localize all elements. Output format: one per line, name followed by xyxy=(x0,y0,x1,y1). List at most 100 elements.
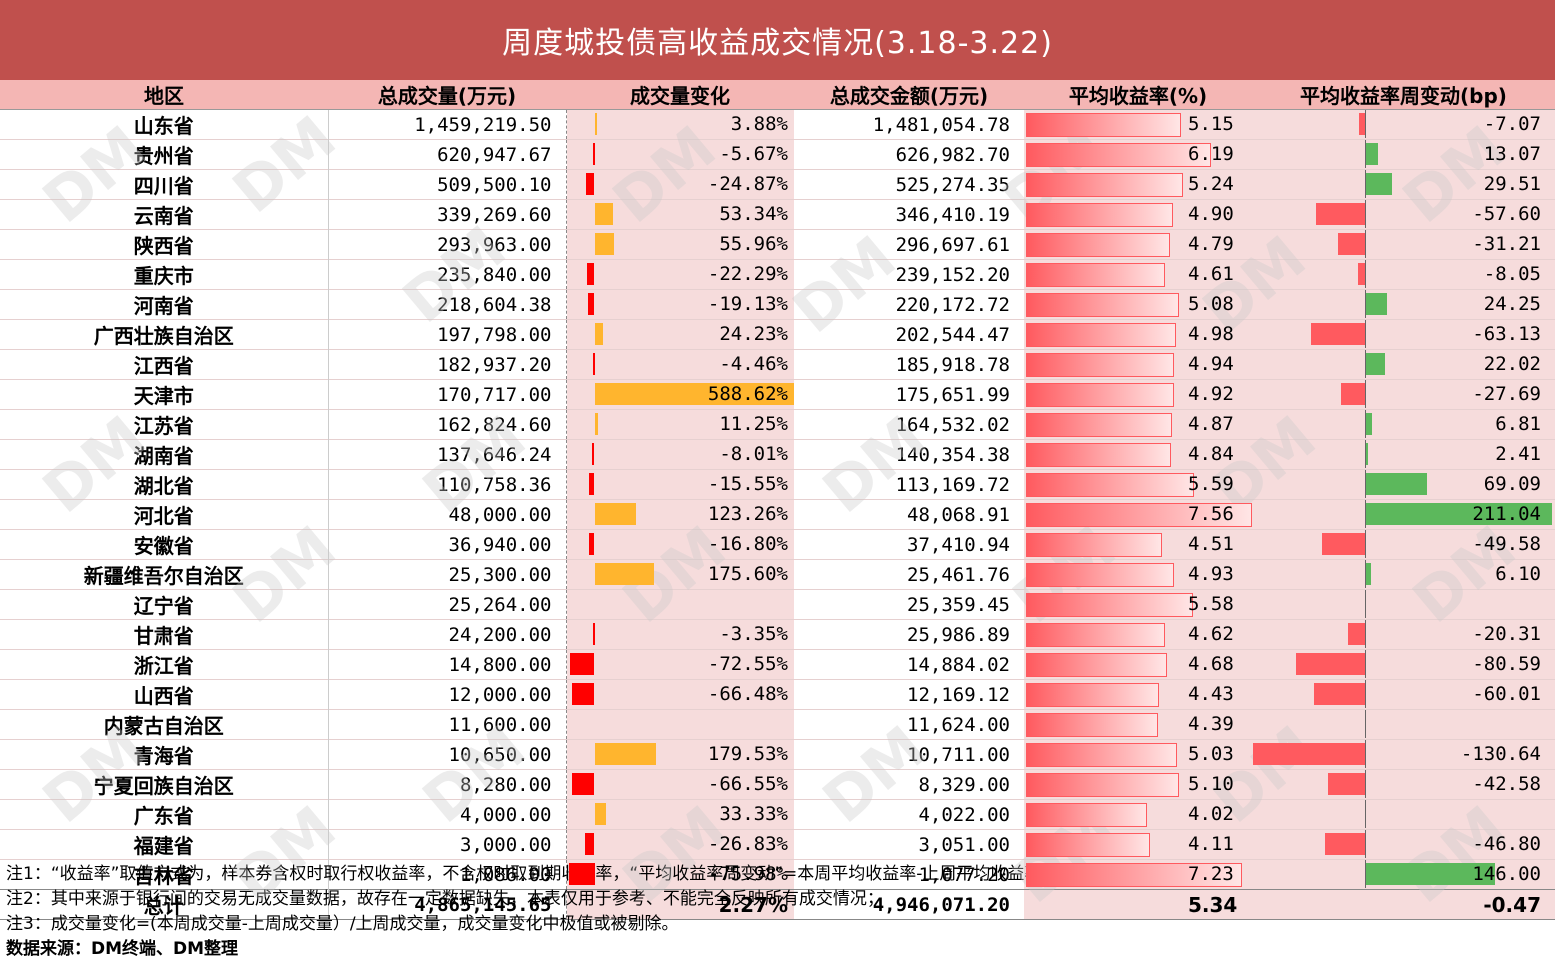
header-bp: 平均收益率周变动(bp) xyxy=(1252,80,1555,110)
change-value: 179.53% xyxy=(707,743,788,765)
table-row: 贵州省 620,947.67 -5.67% 626,982.70 6.19 13.07 xyxy=(0,139,1555,170)
amount-cell: 296,697.61 xyxy=(794,229,1024,260)
change-value: -75.98% xyxy=(707,863,788,885)
change-bar xyxy=(571,773,595,795)
change-bar xyxy=(587,293,595,315)
change-cell: -72.55% xyxy=(565,649,794,680)
bp-value: -80.59 xyxy=(1472,653,1541,675)
table-row: 重庆市 235,840.00 -22.29% 239,152.20 4.61 -8.05 xyxy=(0,259,1555,290)
bp-axis xyxy=(1365,680,1366,708)
volume-cell: 24,200.00 xyxy=(328,619,566,650)
bp-bar xyxy=(1295,653,1365,675)
yield-value: 4.93 xyxy=(1188,563,1234,585)
change-bar xyxy=(592,353,595,375)
table-row: 湖北省 110,758.36 -15.55% 113,169.72 5.59 69.09 xyxy=(0,469,1555,500)
amount-cell: 525,274.35 xyxy=(794,169,1024,200)
yield-bar xyxy=(1026,593,1194,617)
region-cell: 贵州省 xyxy=(0,139,329,170)
bp-bar xyxy=(1366,473,1427,495)
volume-cell: 10,650.00 xyxy=(328,739,566,770)
bp-value: 24.25 xyxy=(1483,293,1541,315)
change-cell: 179.53% xyxy=(565,739,794,770)
change-bar xyxy=(594,413,599,435)
table-row: 浙江省 14,800.00 -72.55% 14,884.02 4.68 -80.59 xyxy=(0,649,1555,680)
yield-cell: 5.58 xyxy=(1024,589,1252,620)
region-cell: 重庆市 xyxy=(0,259,329,290)
yield-value: 5.03 xyxy=(1188,743,1234,765)
change-value: -16.80% xyxy=(707,533,788,555)
volume-cell: 14,800.00 xyxy=(328,649,566,680)
change-value: 11.25% xyxy=(719,413,788,435)
note-3: 注3：成交量变化=(本周成交量-上周成交量）/上周成交量，成交量变化中极值或被剔… xyxy=(6,914,679,934)
change-bar xyxy=(592,623,595,645)
bp-axis xyxy=(1365,260,1366,288)
yield-cell: 4.98 xyxy=(1024,319,1252,350)
yield-bar xyxy=(1026,203,1174,227)
volume-cell: 25,300.00 xyxy=(328,559,566,590)
amount-cell: 25,359.45 xyxy=(794,589,1024,620)
change-value: 55.96% xyxy=(719,233,788,255)
change-cell: 24.23% xyxy=(565,319,794,350)
volume-cell: 197,798.00 xyxy=(328,319,566,350)
region-cell: 湖北省 xyxy=(0,469,329,500)
bp-value: 146.00 xyxy=(1472,863,1541,885)
bp-axis xyxy=(1365,440,1366,468)
table-row: 江苏省 162,824.60 11.25% 164,532.02 4.87 6.81 xyxy=(0,409,1555,440)
yield-bar xyxy=(1026,473,1194,497)
bp-axis xyxy=(1365,860,1366,888)
volume-cell: 25,264.00 xyxy=(328,589,566,620)
note-2: 注2：其中来源于银行间的交易无成交量数据，故存在一定数据缺失，本表仅用于参考、不… xyxy=(6,889,884,909)
change-value: 24.23% xyxy=(719,323,788,345)
region-cell: 陕西省 xyxy=(0,229,329,260)
table-row: 内蒙古自治区 11,600.00 11,624.00 4.39 xyxy=(0,709,1555,740)
yield-cell: 4.90 xyxy=(1024,199,1252,230)
bp-axis xyxy=(1365,500,1366,528)
yield-value: 4.94 xyxy=(1188,353,1234,375)
table-row: 云南省 339,269.60 53.34% 346,410.19 4.90 -57.60 xyxy=(0,199,1555,230)
change-cell: 53.34% xyxy=(565,199,794,230)
region-cell: 河北省 xyxy=(0,499,329,530)
yield-cell: 7.23 xyxy=(1024,859,1252,890)
yield-value: 5.15 xyxy=(1188,113,1234,135)
yield-cell: 5.03 xyxy=(1024,739,1252,770)
bp-value: 69.09 xyxy=(1483,473,1541,495)
bp-value: -27.69 xyxy=(1472,383,1541,405)
amount-cell: 37,410.94 xyxy=(794,529,1024,560)
change-value: -22.29% xyxy=(707,263,788,285)
bp-axis xyxy=(1365,830,1366,858)
table-row: 山西省 12,000.00 -66.48% 12,169.12 4.43 -60.01 xyxy=(0,679,1555,710)
change-bar xyxy=(585,833,595,855)
amount-cell: 3,051.00 xyxy=(794,829,1024,860)
change-cell: -19.13% xyxy=(565,289,794,320)
table-row: 甘肃省 24,200.00 -3.35% 25,986.89 4.62 -20.31 xyxy=(0,619,1555,650)
yield-bar xyxy=(1026,503,1252,527)
region-cell: 吉林省 xyxy=(0,859,329,890)
amount-cell: 48,068.91 xyxy=(794,499,1024,530)
change-bar xyxy=(592,143,595,165)
yield-bar xyxy=(1026,713,1159,737)
yield-bar xyxy=(1026,743,1178,767)
notes: 注1：“收益率”取值方式为，样本券含权时取行权收益率，不含权时取到期收益率，“平… xyxy=(6,862,1546,962)
bp-change-cell: -46.80 xyxy=(1252,829,1555,860)
amount-cell: 1,077.20 xyxy=(794,859,1024,890)
volume-cell: 4,000.00 xyxy=(328,799,566,830)
bp-axis xyxy=(1365,140,1366,168)
bp-change-cell: 6.81 xyxy=(1252,409,1555,440)
region-cell: 安徽省 xyxy=(0,529,329,560)
change-value: -66.48% xyxy=(707,683,788,705)
change-cell: 3.88% xyxy=(565,109,794,140)
amount-cell: 202,544.47 xyxy=(794,319,1024,350)
bp-bar xyxy=(1366,143,1378,165)
change-value: 123.26% xyxy=(707,503,788,525)
header-change: 成交量变化 xyxy=(566,80,794,110)
volume-cell: 110,758.36 xyxy=(328,469,566,500)
bp-change-cell: 2.41 xyxy=(1252,439,1555,470)
amount-cell: 185,918.78 xyxy=(794,349,1024,380)
bp-axis xyxy=(1365,470,1366,498)
bp-change-cell: 24.25 xyxy=(1252,289,1555,320)
bp-value: -57.60 xyxy=(1472,203,1541,225)
volume-cell: 3,000.00 xyxy=(328,829,566,860)
yield-value: 6.19 xyxy=(1188,143,1234,165)
bp-axis xyxy=(1365,290,1366,318)
change-bar xyxy=(594,803,606,825)
